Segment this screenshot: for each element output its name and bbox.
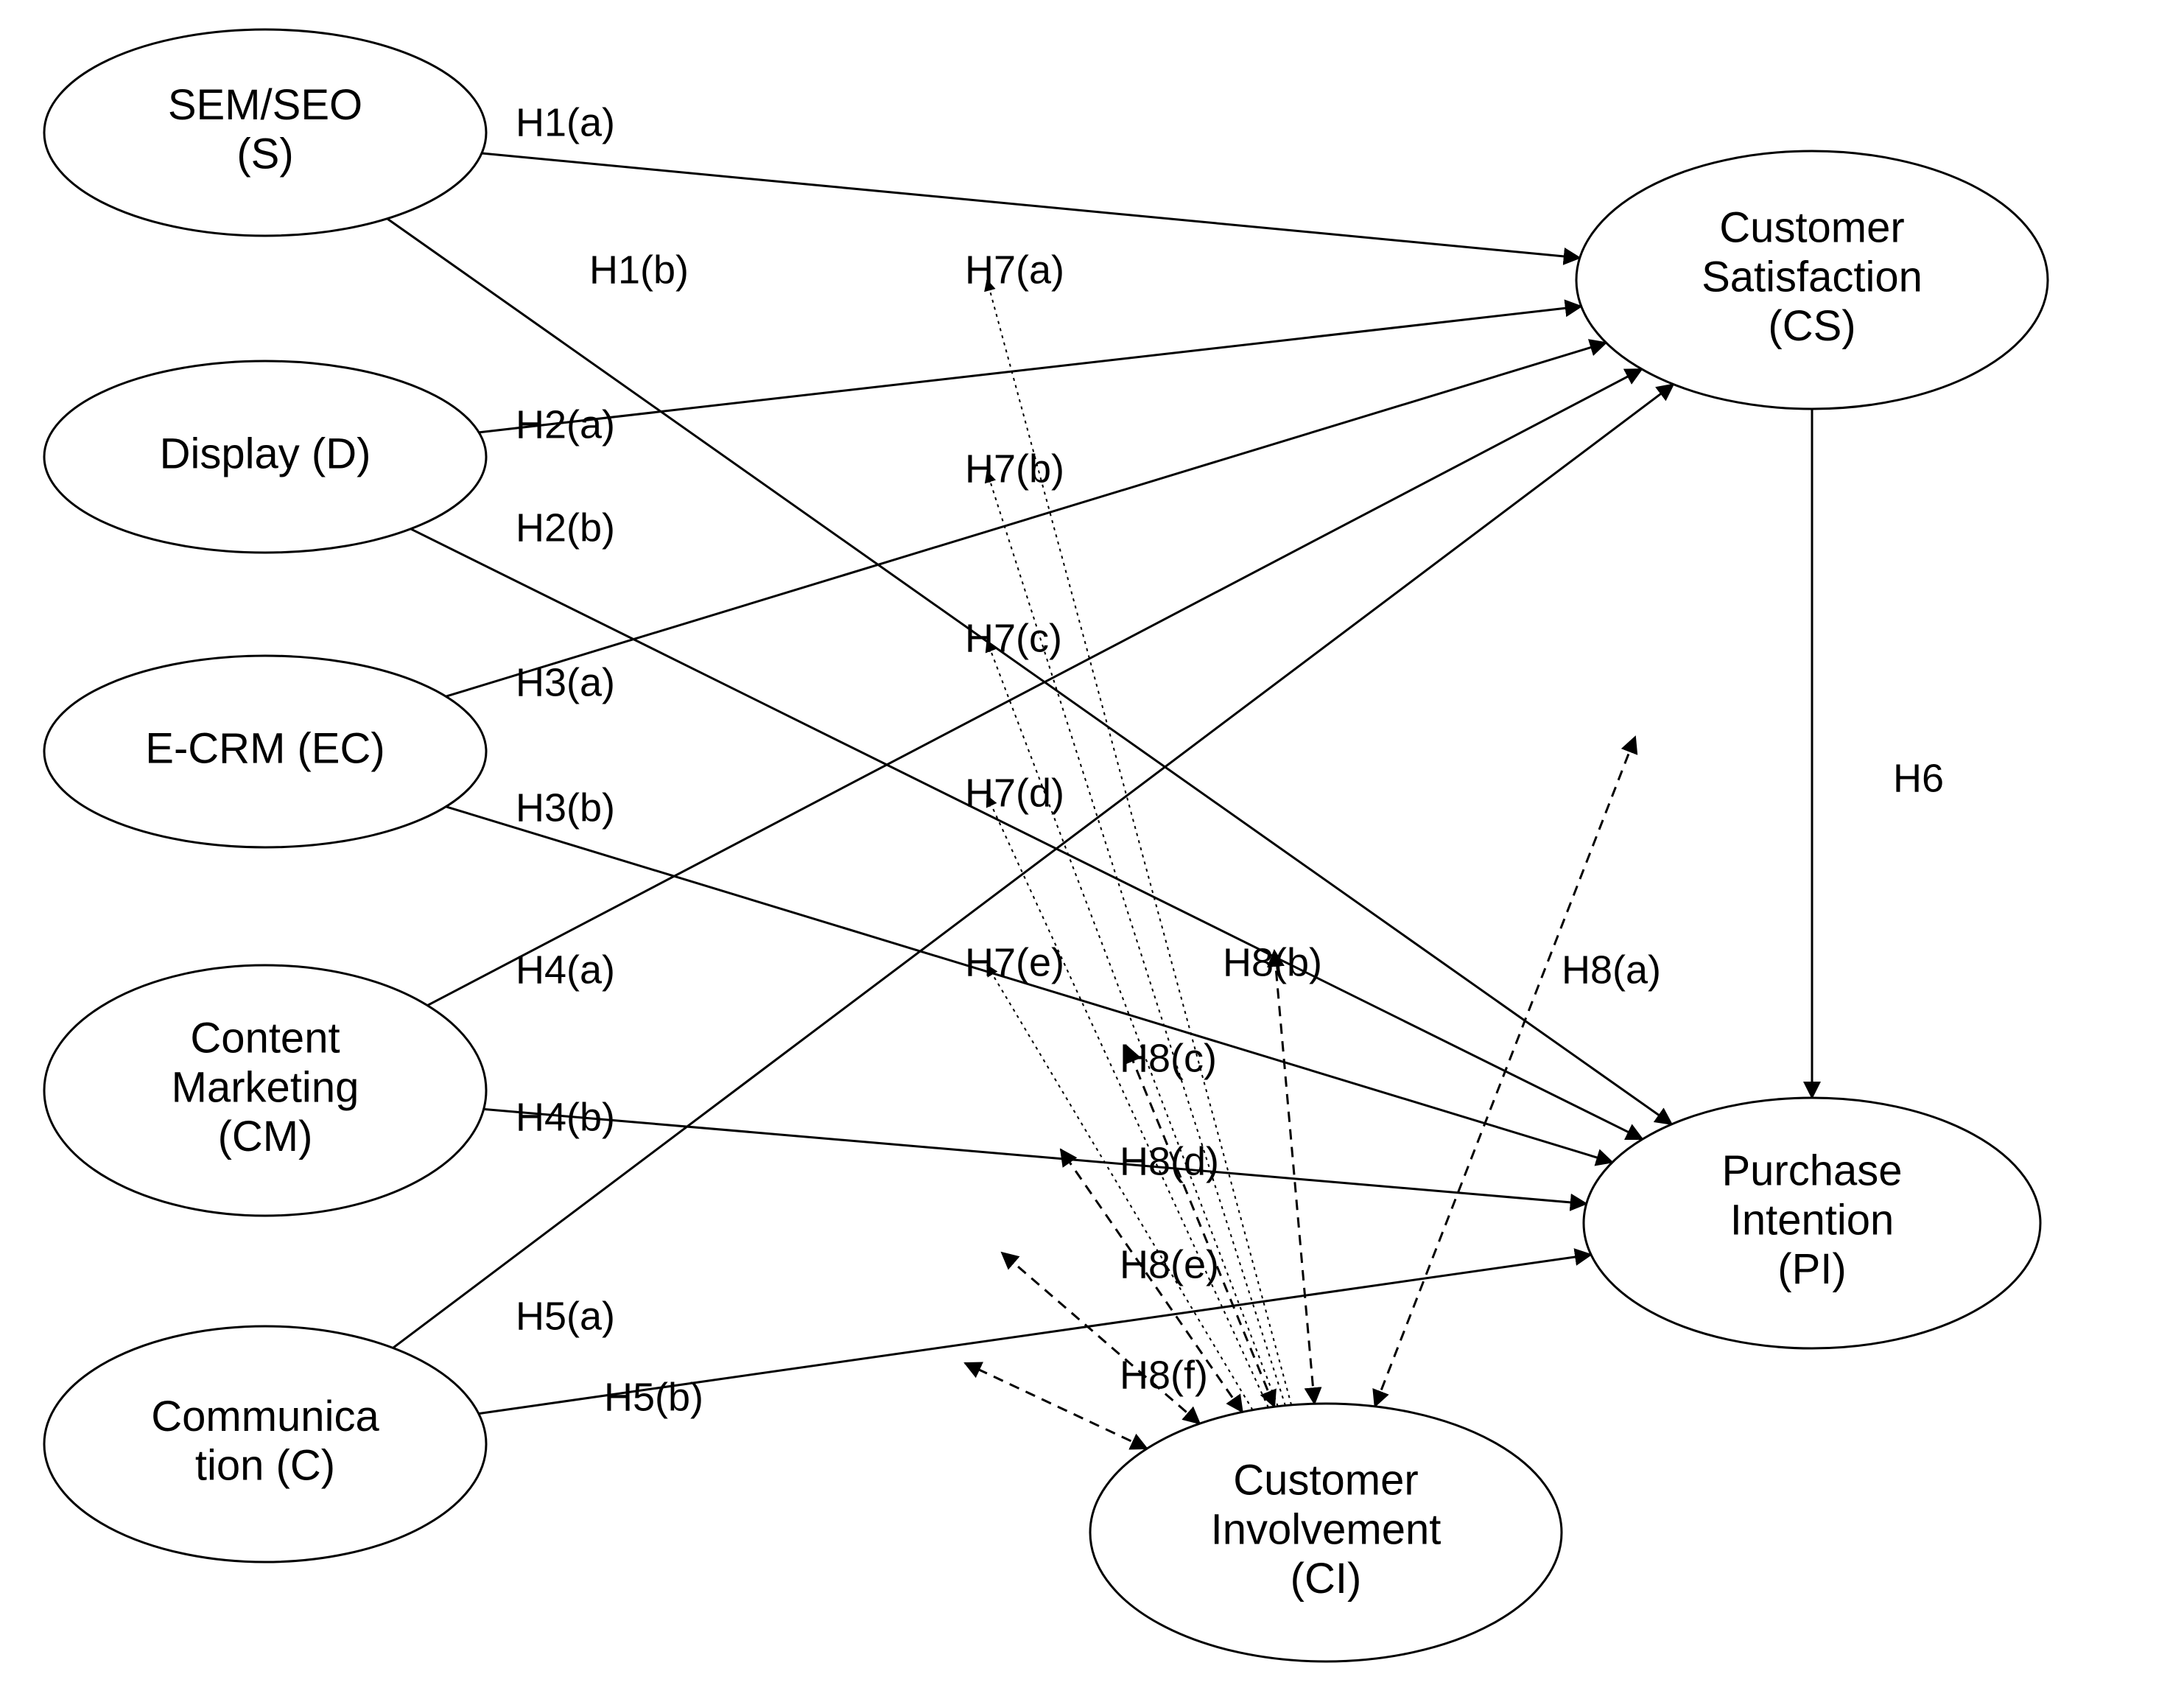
node-label: tion (C) bbox=[195, 1442, 335, 1490]
node-d: Display (D) bbox=[44, 361, 486, 553]
node-pi: PurchaseIntention(PI) bbox=[1584, 1098, 2040, 1348]
node-cs: CustomerSatisfaction(CS) bbox=[1576, 151, 2048, 409]
edge-label: H7(a) bbox=[965, 248, 1064, 292]
edge-label: H7(c) bbox=[965, 616, 1062, 660]
edge-label: H3(a) bbox=[516, 660, 615, 704]
edge bbox=[479, 307, 1581, 432]
edge bbox=[987, 965, 1253, 1410]
edge-label: H8(b) bbox=[1223, 940, 1322, 984]
node-label: (PI) bbox=[1777, 1245, 1846, 1293]
node-label: Customer bbox=[1719, 204, 1904, 252]
edge bbox=[482, 153, 1580, 258]
edge-label: H8(e) bbox=[1120, 1242, 1219, 1286]
edge-label: H2(a) bbox=[516, 402, 615, 446]
node-label: Customer bbox=[1233, 1457, 1418, 1505]
node-ec: E-CRM (EC) bbox=[44, 656, 486, 847]
node-s: SEM/SEO(S) bbox=[44, 29, 486, 236]
edge bbox=[987, 796, 1268, 1407]
edge-label: H1(a) bbox=[516, 100, 615, 144]
node-label: Involvement bbox=[1211, 1505, 1442, 1553]
edge-label: H8(c) bbox=[1120, 1036, 1217, 1080]
edge-label: H5(b) bbox=[604, 1375, 703, 1419]
node-label: E-CRM (EC) bbox=[145, 724, 385, 772]
edge-label: H4(b) bbox=[516, 1095, 615, 1139]
node-label: SEM/SEO bbox=[168, 81, 362, 129]
node-label: Communica bbox=[151, 1393, 379, 1440]
edge bbox=[987, 641, 1278, 1407]
node-label: Content bbox=[190, 1015, 340, 1062]
edge-label: H8(a) bbox=[1562, 948, 1661, 992]
node-label: Display (D) bbox=[160, 430, 371, 477]
edge-label: H4(a) bbox=[516, 948, 615, 992]
edge-label: H3(b) bbox=[516, 785, 615, 830]
node-label: Purchase bbox=[1721, 1147, 1902, 1195]
edge-label: H8(f) bbox=[1120, 1353, 1208, 1397]
edge-label: H7(d) bbox=[965, 771, 1064, 815]
edge-label: H7(e) bbox=[965, 940, 1064, 984]
edge-label: H7(b) bbox=[965, 446, 1064, 491]
edge-label: H8(d) bbox=[1120, 1139, 1219, 1183]
node-label: Satisfaction bbox=[1702, 253, 1923, 301]
node-c: Communication (C) bbox=[44, 1326, 486, 1562]
node-label: (S) bbox=[236, 130, 293, 178]
node-cm: ContentMarketing(CM) bbox=[44, 965, 486, 1216]
node-label: (CS) bbox=[1768, 302, 1855, 350]
node-label: Marketing bbox=[172, 1063, 359, 1111]
hypothesis-diagram: H1(a) H2(a) H3(a) H4(a) H5(a) H1(b) H2(b) H3(b)… bbox=[0, 0, 2184, 1688]
node-label: (CI) bbox=[1291, 1555, 1362, 1603]
node-label: (CM) bbox=[218, 1113, 313, 1160]
edge-label: H2(b) bbox=[516, 505, 615, 550]
node-label: Intention bbox=[1730, 1196, 1895, 1244]
edge-label: H5(a) bbox=[516, 1294, 615, 1338]
edge-label: H6 bbox=[1893, 756, 1944, 800]
edge-label: H1(b) bbox=[589, 248, 689, 292]
node-ci: CustomerInvolvement(CI) bbox=[1090, 1404, 1562, 1661]
